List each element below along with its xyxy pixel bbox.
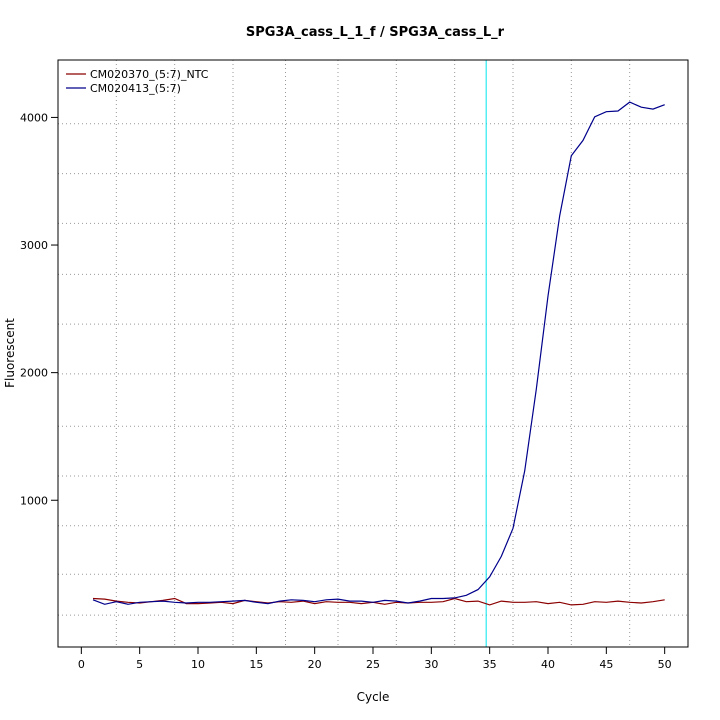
legend-entry-1: CM020370_(5:7)_NTC xyxy=(90,68,209,81)
series-lines xyxy=(92,101,665,606)
y-tick-label: 4000 xyxy=(20,111,48,124)
x-tick-label: 45 xyxy=(599,658,613,671)
y-tick-label: 2000 xyxy=(20,367,48,380)
x-tick-label: 15 xyxy=(249,658,263,671)
y-axis-label: Fluorescent xyxy=(3,318,17,388)
x-tick-label: 30 xyxy=(424,658,438,671)
chart-title: SPG3A_cass_L_1_f / SPG3A_cass_L_r xyxy=(246,25,505,40)
x-tick-label: 50 xyxy=(658,658,672,671)
y-tick-label: 1000 xyxy=(20,494,48,507)
y-axis: 1000 2000 3000 4000 xyxy=(20,111,59,507)
series-line-2 xyxy=(92,101,665,605)
x-tick-label: 0 xyxy=(78,658,85,671)
x-tick-label: 10 xyxy=(191,658,205,671)
legend-entry-2: CM020413_(5:7) xyxy=(90,82,181,95)
x-tick-label: 20 xyxy=(308,658,322,671)
x-tick-label: 25 xyxy=(366,658,380,671)
x-tick-label: 5 xyxy=(136,658,143,671)
x-axis-label: Cycle xyxy=(357,690,390,704)
series-line-1 xyxy=(92,597,665,606)
grid-lines xyxy=(58,60,688,647)
x-tick-label: 35 xyxy=(483,658,497,671)
x-tick-label: 40 xyxy=(541,658,555,671)
plot-frame xyxy=(57,59,689,648)
x-axis: 0 5 10 15 20 25 30 35 40 45 50 xyxy=(78,646,672,671)
y-tick-label: 3000 xyxy=(20,239,48,252)
